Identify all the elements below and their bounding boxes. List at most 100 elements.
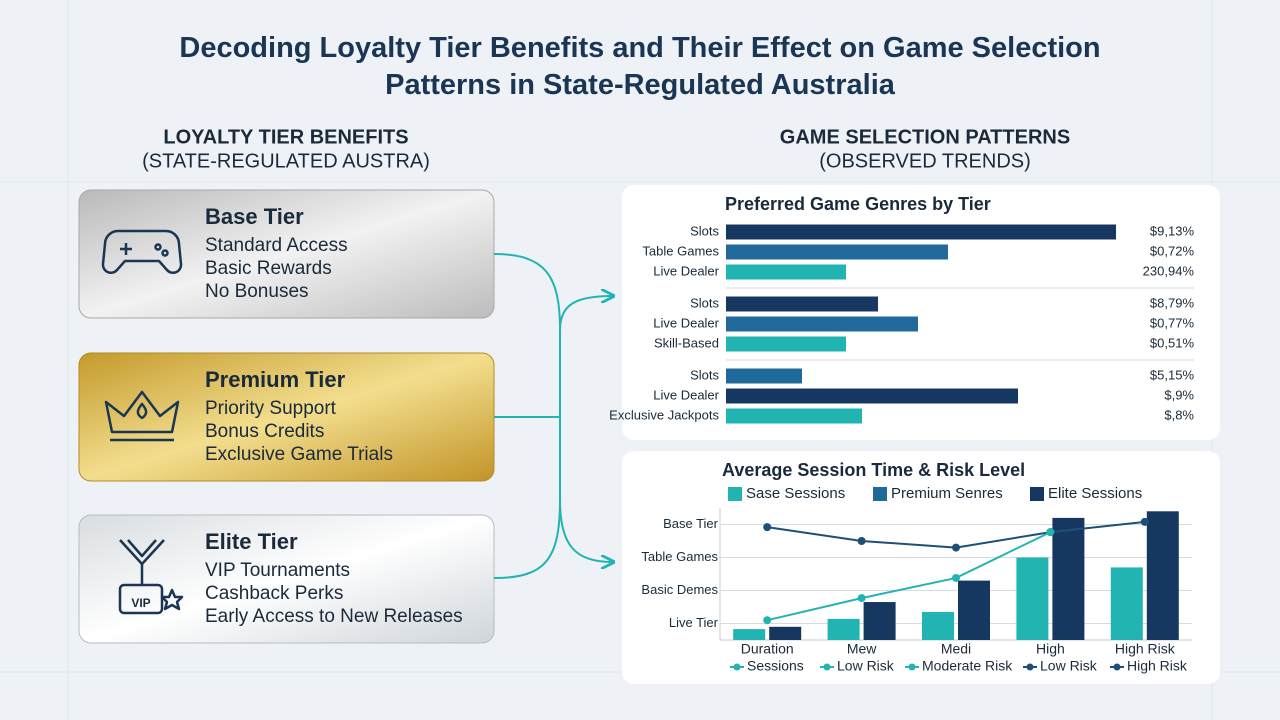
bar bbox=[958, 580, 990, 640]
line-legend-label: High Risk bbox=[1127, 658, 1188, 674]
bar bbox=[726, 336, 846, 352]
bar bbox=[863, 602, 896, 640]
line-legend-label: Sessions bbox=[747, 658, 804, 674]
line-legend-dot bbox=[1113, 663, 1121, 671]
line-marker bbox=[763, 616, 772, 625]
bar bbox=[726, 264, 846, 280]
category-label: Skill-Based bbox=[654, 335, 719, 350]
tier-benefit: Exclusive Game Trials bbox=[205, 444, 393, 465]
line-legend-label: Moderate Risk bbox=[922, 658, 1013, 674]
x-tick-label: Duration bbox=[741, 641, 794, 657]
line-marker bbox=[952, 573, 960, 582]
value-label: $0,77% bbox=[1150, 315, 1195, 330]
category-label: Live Dealer bbox=[653, 263, 719, 278]
line-marker bbox=[763, 523, 772, 532]
value-label: $,9% bbox=[1164, 387, 1194, 402]
legend-label: Sase Sessions bbox=[746, 485, 845, 502]
category-label: Live Dealer bbox=[653, 315, 719, 330]
star-icon bbox=[160, 588, 184, 611]
tier-benefit: No Bonuses bbox=[205, 281, 309, 302]
line-legend-dot bbox=[823, 663, 831, 671]
y-tick-label: Base Tier bbox=[663, 516, 719, 531]
crown-gem bbox=[136, 402, 148, 420]
category-label: Live Dealer bbox=[653, 387, 719, 402]
line-legend-label: Low Risk bbox=[1040, 658, 1098, 674]
bar bbox=[769, 626, 802, 640]
value-label: 230,94% bbox=[1143, 263, 1195, 278]
tier-benefit: VIP Tournaments bbox=[205, 560, 350, 581]
x-tick-label: Medi bbox=[941, 641, 971, 657]
line-marker bbox=[857, 594, 866, 603]
category-label: Slots bbox=[690, 223, 719, 238]
crown-icon bbox=[104, 390, 180, 442]
bar bbox=[922, 611, 954, 640]
line-legend-dot bbox=[908, 663, 916, 671]
bar bbox=[827, 618, 860, 640]
chart-title: Average Session Time & Risk Level bbox=[722, 460, 1025, 480]
value-label: $5,15% bbox=[1150, 367, 1195, 382]
legend-swatch bbox=[728, 487, 742, 501]
tier-cards bbox=[78, 189, 495, 644]
bar bbox=[1146, 511, 1179, 640]
line-legend-label: Low Risk bbox=[837, 658, 895, 674]
line-marker bbox=[952, 543, 960, 552]
tier-benefit: Bonus Credits bbox=[205, 421, 324, 442]
value-label: $0,51% bbox=[1150, 335, 1195, 350]
category-label: Slots bbox=[690, 367, 719, 382]
left-heading: LOYALTY TIER BENEFITS bbox=[163, 126, 408, 148]
legend-swatch bbox=[1030, 487, 1044, 501]
value-label: $,8% bbox=[1164, 407, 1194, 422]
bar bbox=[726, 244, 948, 260]
x-tick-label: Mew bbox=[847, 641, 877, 657]
tier-benefit: Basic Rewards bbox=[205, 258, 332, 279]
line-marker bbox=[1140, 517, 1149, 526]
bar bbox=[1110, 567, 1143, 640]
y-tick-label: Table Games bbox=[641, 549, 718, 564]
bar bbox=[1052, 517, 1085, 640]
tier-benefit: Cashback Perks bbox=[205, 583, 343, 604]
right-heading: GAME SELECTION PATTERNS bbox=[780, 126, 1070, 148]
line-legend-dot bbox=[1026, 663, 1034, 671]
bar bbox=[726, 296, 878, 312]
vip-text: VIP bbox=[131, 596, 150, 610]
value-label: $9,13% bbox=[1150, 223, 1195, 238]
right-subheading: (OBSERVED TRENDS) bbox=[819, 150, 1031, 172]
line-marker bbox=[857, 537, 866, 545]
bar bbox=[1016, 557, 1049, 640]
gamepad-icon bbox=[101, 229, 183, 274]
category-label: Exclusive Jackpots bbox=[609, 407, 719, 422]
legend-label: Premium Senres bbox=[891, 485, 1003, 502]
line bbox=[766, 531, 1051, 622]
line-marker bbox=[1046, 528, 1055, 537]
category-label: Table Games bbox=[642, 243, 719, 258]
y-tick-label: Basic Demes bbox=[641, 582, 718, 597]
legend-swatch bbox=[873, 487, 887, 501]
tier-benefit: Priority Support bbox=[205, 398, 337, 419]
gamepad-button bbox=[154, 243, 162, 251]
bar bbox=[726, 224, 1116, 240]
tier-name: Elite Tier bbox=[205, 529, 298, 554]
bar bbox=[733, 629, 766, 640]
legend-label: Elite Sessions bbox=[1048, 485, 1142, 502]
page-title: Decoding Loyalty Tier Benefits and Their… bbox=[179, 32, 1101, 101]
bar bbox=[726, 316, 918, 332]
tier-name: Premium Tier bbox=[205, 367, 346, 392]
chart-title: Preferred Game Genres by Tier bbox=[725, 194, 991, 214]
x-tick-label: High bbox=[1036, 641, 1065, 657]
y-tick-label: Live Tier bbox=[669, 615, 719, 630]
value-label: $8,79% bbox=[1150, 295, 1195, 310]
bar bbox=[726, 408, 862, 424]
value-label: $0,72% bbox=[1150, 243, 1195, 258]
tier-benefit: Standard Access bbox=[205, 235, 348, 256]
gamepad-button bbox=[161, 249, 169, 257]
gamepad-dpad bbox=[120, 243, 132, 255]
x-tick-label: High Risk bbox=[1115, 641, 1176, 657]
category-label: Slots bbox=[690, 295, 719, 310]
line-legend-dot bbox=[733, 663, 741, 671]
connectors bbox=[493, 253, 612, 579]
left-subheading: (STATE-REGULATED AUSTRA) bbox=[142, 150, 430, 172]
tier-benefit: Early Access to New Releases bbox=[205, 606, 463, 627]
icons bbox=[101, 229, 184, 615]
